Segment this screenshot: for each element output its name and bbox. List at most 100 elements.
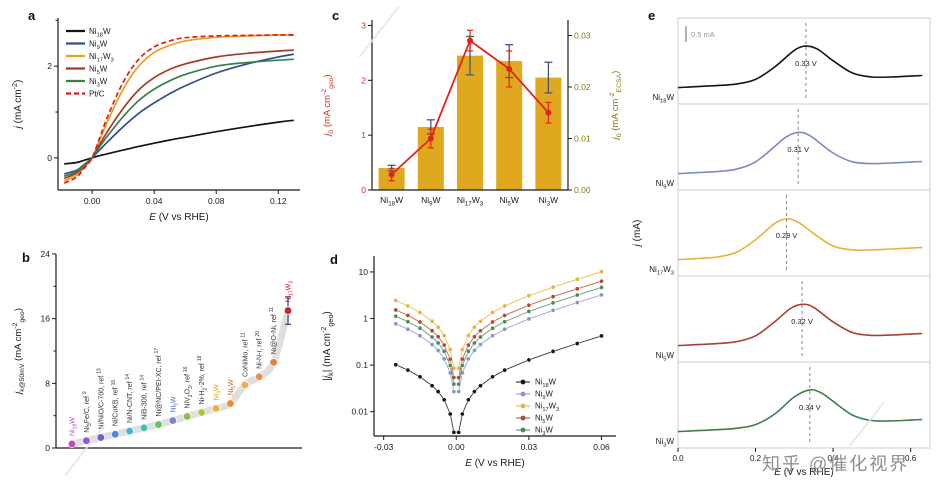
peak-potential-label: 0.34 V [799,403,821,412]
y-tick-label: 0.01 [351,407,368,417]
panel-a-polarization-chart: 0.00 0.04 0.08 0.12 0 2 Ni18WNi9WNi17W3Ni5WNi3… [10,18,300,223]
data-point [441,348,447,354]
y-axis-title: j (mA) [632,220,643,249]
x-axis-title: E (V vs RHE) [149,212,208,223]
trace-label: Ni3W [656,437,675,449]
data-point [472,324,477,330]
line-point [427,135,434,142]
data-point [502,367,508,373]
data-point [502,313,508,318]
point-label: Ni/CuKB, ref 10 [111,380,120,427]
data-point [526,316,532,322]
data-point [393,298,399,303]
data-point [417,325,423,331]
data-point [472,334,477,340]
data-point [429,383,435,389]
cv-trace [677,388,923,433]
data-point [502,303,508,309]
data-point [478,328,483,334]
legend-label: Ni3W [535,426,554,438]
bar [535,77,562,190]
left-axis-title: j0 (mA cm-2geo) [321,74,335,137]
data-point [550,300,556,306]
subpanel-frame [677,361,931,449]
category-label: Ni3W [539,195,558,208]
data-point [451,389,457,394]
point-label: Ni@NC/PEI-XC, ref 17 [154,348,163,417]
right-tick-label: 0.00 [574,185,591,195]
data-point [417,310,423,315]
panel-d-letter: d [330,252,338,267]
data-point [139,423,149,432]
data-point [472,389,477,394]
y-tick-label: 1 [363,314,368,324]
data-point [429,318,435,324]
data-point [417,374,423,380]
data-point [599,278,604,284]
trace-label: Ni17W3 [649,265,674,277]
data-point [183,412,192,421]
left-tick-label: 3 [361,20,366,30]
line-point [545,109,552,116]
legend-swatch-dot [520,427,526,433]
y-axis-title: jk@50mV (mA cm-2geo) [12,308,26,396]
data-point [502,326,508,332]
y-tick-label: 0 [45,443,50,453]
data-point [478,383,483,389]
data-point [459,363,465,368]
data-point [393,321,399,327]
right-axis-title: j0 (mA cm-2ECSA) [609,71,623,142]
category-label: Ni17W3 [457,195,484,208]
legend-swatch-dot [520,403,526,409]
point-label: NiV2O3, ref 16 [183,366,194,408]
x-tick-label: 0.06 [593,442,610,452]
legend-label: Ni5W [89,65,108,77]
x-tick-label: 0.0 [672,454,684,463]
trend-band [68,307,292,448]
data-point [441,397,447,403]
data-point [459,411,465,417]
x-tick-label: 0.12 [270,196,287,206]
data-point [441,342,447,348]
data-point [197,408,206,417]
y-tick-label: 2 [47,61,52,71]
data-point [550,308,556,313]
legend-label: Ni5W [535,414,554,426]
data-point [429,334,435,340]
x-axis-title: E (V vs RHE) [774,467,833,478]
data-point [435,334,441,340]
x-tick-label: 0.6 [905,454,917,463]
point-label: Ni/NiO/C-700, ref 13 [96,368,105,429]
panel-d-tafel-log-chart: -0.03 0.00 0.03 0.06 0.01 0.1 1 10 Ni18WNi9WNi17… [319,256,616,469]
right-tick-label: 0.02 [574,82,591,92]
legend-label: Ni18W [535,378,557,390]
x-tick-label: 0.00 [448,442,465,452]
point-label: Ni5W [228,379,237,395]
data-point [435,324,441,330]
data-point [111,430,120,439]
data-point [429,342,435,347]
data-point [490,374,495,380]
data-point [550,294,556,299]
data-point [472,340,477,346]
data-point [526,302,532,308]
data-point [526,293,532,299]
data-point [447,356,453,362]
category-label: Ni18W [380,195,403,208]
y-tick-label: 8 [45,378,50,388]
data-point [574,292,580,298]
data-point [502,319,508,325]
data-point [405,326,411,332]
series-line [63,34,294,184]
x-tick-label: 0.03 [521,442,538,452]
x-tick-label: 0.00 [84,196,101,206]
legend-swatch-dot [520,391,526,397]
data-point [456,429,462,435]
x-tick-label: 0.08 [208,196,225,206]
legend-swatch-dot [520,379,526,385]
data-point [472,348,477,353]
panel-a-letter: a [28,8,36,23]
data-point [417,319,423,325]
point-label: Ni-H2-2%, ref 19 [197,355,208,404]
peak-potential-label: 0.31 V [787,145,809,154]
